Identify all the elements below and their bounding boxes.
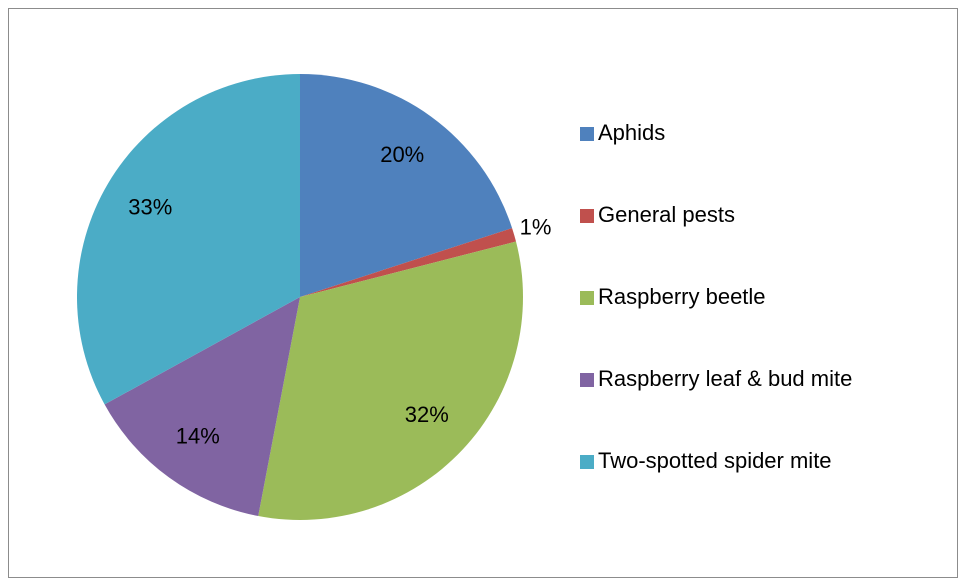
pie-slice [77, 74, 300, 405]
data-label: 1% [520, 214, 552, 239]
data-label: 33% [128, 194, 172, 219]
legend-label: Raspberry beetle [598, 284, 766, 309]
legend-swatch [580, 291, 594, 305]
pie-slice [300, 228, 516, 297]
pie-slice [258, 241, 523, 520]
legend-label: Two-spotted spider mite [598, 448, 832, 473]
pie-slice [300, 74, 513, 297]
legend-swatch [580, 127, 594, 141]
legend-label: General pests [598, 202, 735, 227]
legend-swatch [580, 455, 594, 469]
data-label: 14% [176, 424, 220, 449]
legend-label: Raspberry leaf & bud mite [598, 366, 852, 391]
data-label: 20% [380, 142, 424, 167]
legend-swatch [580, 209, 594, 223]
legend-label: Aphids [598, 120, 665, 145]
data-label: 32% [405, 402, 449, 427]
pie-slice [104, 297, 300, 517]
legend-swatch [580, 373, 594, 387]
